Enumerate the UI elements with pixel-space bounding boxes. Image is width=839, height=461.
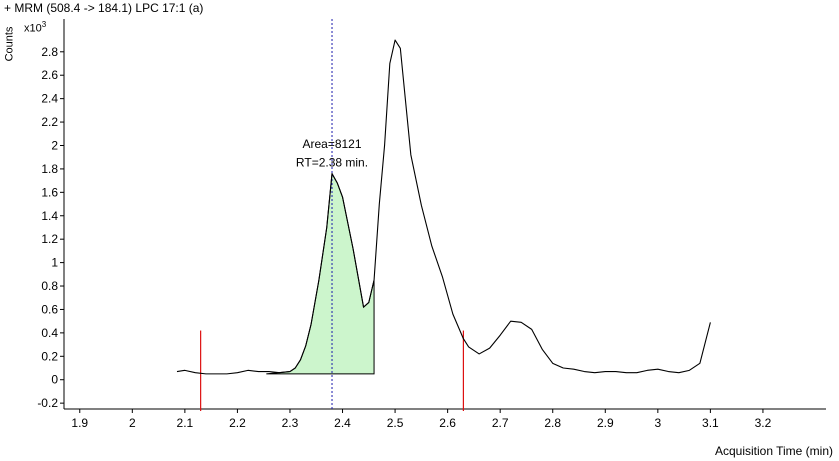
y-tick-label: 1.4 [41, 209, 58, 223]
x-tick-label: 3.1 [702, 416, 719, 430]
x-tick-label: 2.3 [282, 416, 299, 430]
y-tick-label: 2 [51, 138, 58, 152]
y-tick-label: 1 [51, 256, 58, 270]
y-multiplier-exponent: 3 [41, 20, 47, 29]
y-tick-label: 2.4 [41, 92, 58, 106]
y-tick-label: 2.8 [41, 45, 58, 59]
x-tick-label: 3 [654, 416, 661, 430]
y-tick-label: 1.8 [41, 162, 58, 176]
y-tick-label: 2.2 [41, 115, 58, 129]
x-tick-label: 2.7 [492, 416, 509, 430]
x-tick-label: 2.9 [597, 416, 614, 430]
y-multiplier-base: x10 [24, 22, 42, 35]
x-axis-label: Acquisition Time (min) [714, 444, 833, 458]
y-tick-label: 0.6 [41, 302, 58, 316]
y-tick-label: -0.2 [37, 396, 58, 410]
x-tick-label: 2.5 [387, 416, 404, 430]
x-tick-label: 2.2 [229, 416, 246, 430]
y-tick-label: 0 [51, 373, 58, 387]
peak-area-label: Area=8121 [302, 137, 361, 151]
x-tick-label: 2.4 [334, 416, 351, 430]
x-tick-label: 1.9 [71, 416, 88, 430]
x-tick-label: 2 [129, 416, 136, 430]
x-tick-label: 2.1 [177, 416, 194, 430]
x-tick-label: 2.6 [439, 416, 456, 430]
y-tick-label: 0.8 [41, 279, 58, 293]
y-tick-label: 2.6 [41, 68, 58, 82]
chromatogram-trace [176, 39, 711, 375]
y-tick-label: 0.2 [41, 349, 58, 363]
y-axis-multiplier: x103 [24, 20, 46, 35]
peak-rt-label: RT=2.38 min. [296, 156, 368, 170]
y-tick-label: 0.4 [41, 326, 58, 340]
x-tick-label: 2.8 [544, 416, 561, 430]
y-tick-label: 1.6 [41, 185, 58, 199]
y-tick-label: 1.2 [41, 232, 58, 246]
x-tick-label: 3.2 [755, 416, 772, 430]
chart-title: + MRM (508.4 -> 184.1) LPC 17:1 (a) [4, 1, 204, 15]
